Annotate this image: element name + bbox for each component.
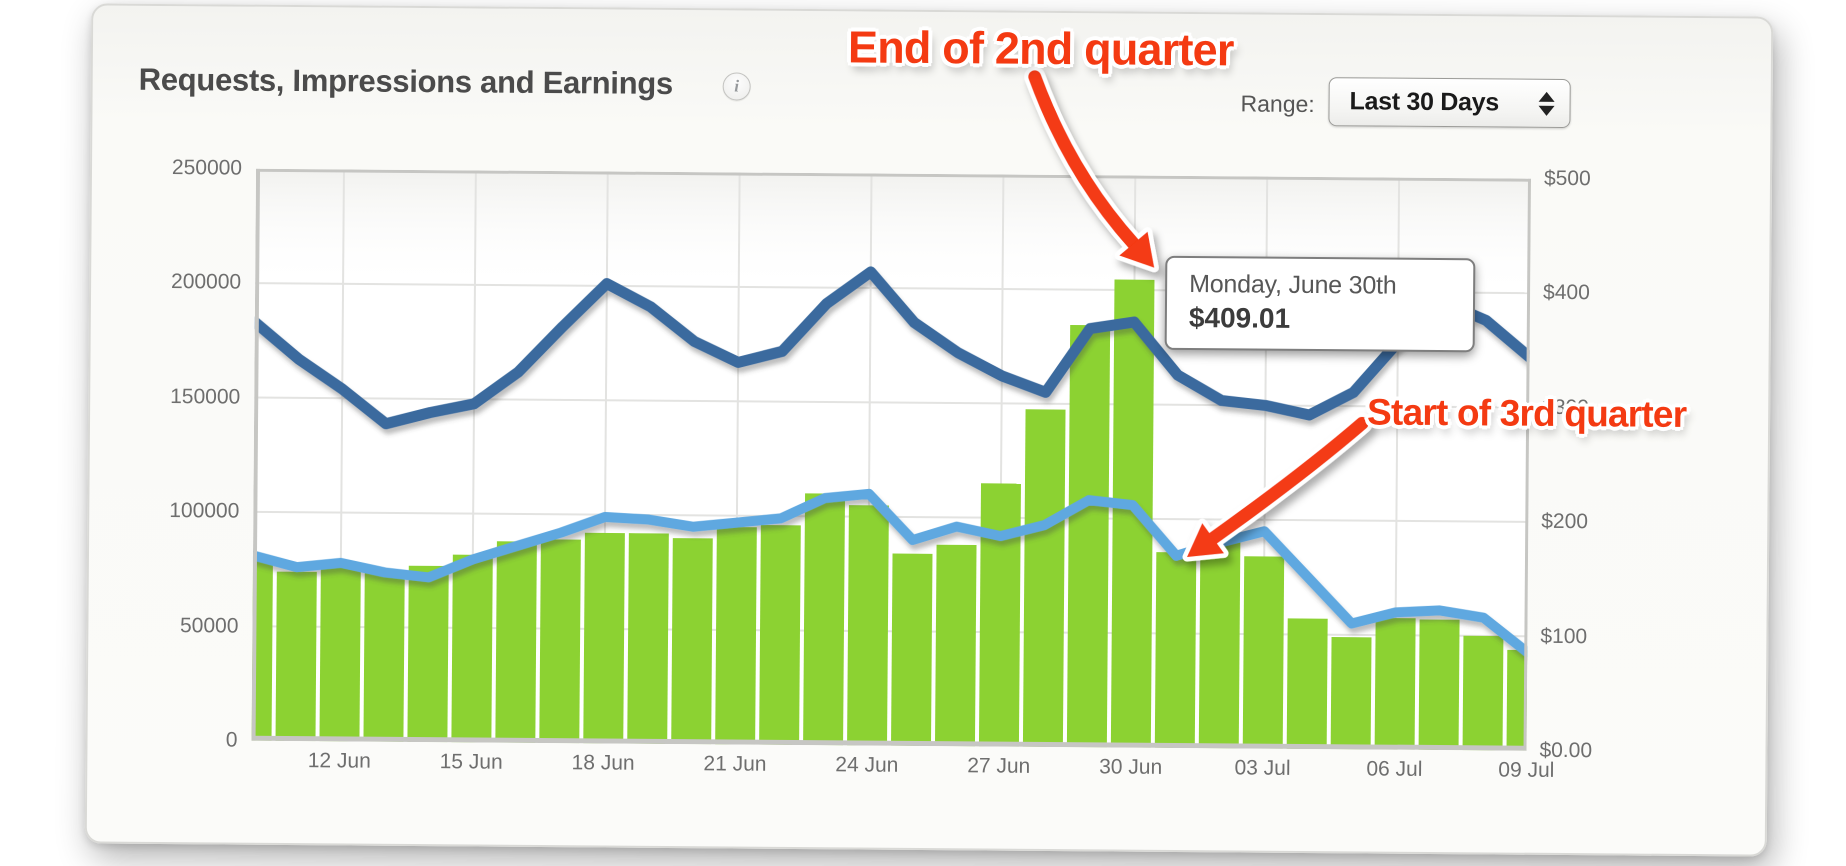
bar-11-jun[interactable] xyxy=(275,571,317,742)
bar-03-jul[interactable] xyxy=(1242,556,1285,749)
page-title: Requests, Impressions and Earnings xyxy=(138,61,674,101)
right-axis-tick: $400 xyxy=(1543,281,1590,305)
bar-16-jun[interactable] xyxy=(495,541,537,743)
x-axis-tick: 18 Jun xyxy=(571,751,635,775)
axis-labels: 250000 200000 150000 100000 50000 0 $500 $400 $3… xyxy=(93,5,1771,782)
select-stepper-icon xyxy=(1531,91,1561,116)
plot-border-right xyxy=(1523,178,1531,751)
bar-09-jul[interactable] xyxy=(1506,649,1531,751)
x-axis-tick: 09 Jul xyxy=(1498,758,1555,782)
left-axis-tick: 0 xyxy=(225,728,238,752)
x-axis-tick: 21 Jun xyxy=(703,752,767,776)
bar-13-jun[interactable] xyxy=(363,572,405,742)
range-select[interactable]: Last 30 Days xyxy=(1328,77,1571,129)
bar-05-jul[interactable] xyxy=(1330,637,1372,750)
left-axis-tick: 50000 xyxy=(179,613,239,638)
x-axis-tick: 06 Jul xyxy=(1366,757,1423,781)
tooltip-value: $409.01 xyxy=(1188,302,1291,334)
bar-19-jun[interactable] xyxy=(627,533,669,744)
bar-06-jul[interactable] xyxy=(1374,617,1416,750)
bar-12-jun[interactable] xyxy=(319,567,361,742)
annotation-end-q2: End of 2nd quarter xyxy=(847,21,1234,76)
bar-29-jun[interactable] xyxy=(1066,324,1111,748)
annotation-start-q3: Start of 3rd quarter xyxy=(1366,391,1687,435)
bar-22-jun[interactable] xyxy=(759,525,801,745)
requests-line[interactable] xyxy=(251,266,1531,433)
bar-15-jun[interactable] xyxy=(451,554,493,743)
bar-18-jun[interactable] xyxy=(583,532,625,744)
bar-28-jun[interactable] xyxy=(1022,409,1066,748)
left-axis-tick: 200000 xyxy=(170,270,242,294)
bar-24-jun[interactable] xyxy=(847,505,889,746)
plot-border-top xyxy=(256,168,1531,182)
left-axis-tick: 250000 xyxy=(171,156,243,180)
dashboard-card: Requests, Impressions and Earnings i Ran… xyxy=(84,3,1774,857)
bar-21-jun[interactable] xyxy=(715,526,757,745)
x-axis-tick: 30 Jun xyxy=(1099,755,1163,779)
right-axis-tick: $500 xyxy=(1543,166,1591,191)
right-axis-tick: $200 xyxy=(1541,509,1589,534)
bar-25-jun[interactable] xyxy=(891,553,933,747)
plot-border-bottom xyxy=(251,735,1527,751)
x-axis-tick: 12 Jun xyxy=(307,749,371,773)
bar-08-jul[interactable] xyxy=(1462,635,1504,751)
tooltip-date: Monday, June 30th xyxy=(1189,270,1397,300)
range-label: Range: xyxy=(1240,90,1315,118)
x-axis-tick: 27 Jun xyxy=(967,754,1031,778)
chart-tooltip: Monday, June 30th $409.01 xyxy=(1164,255,1476,353)
left-axis-tick: 100000 xyxy=(169,499,240,523)
bar-02-jul[interactable] xyxy=(1198,536,1241,749)
bar-23-jun[interactable] xyxy=(803,493,846,746)
bar-04-jul[interactable] xyxy=(1286,618,1328,750)
bar-20-jun[interactable] xyxy=(671,538,713,745)
range-select-value: Last 30 Days xyxy=(1349,87,1499,117)
bar-26-jun[interactable] xyxy=(934,544,977,747)
x-axis-tick: 03 Jul xyxy=(1234,756,1291,780)
x-axis-tick: 15 Jun xyxy=(439,750,503,774)
left-axis-tick: 150000 xyxy=(170,384,241,409)
info-icon[interactable]: i xyxy=(722,72,751,101)
bar-01-jul[interactable] xyxy=(1154,552,1197,749)
chart-plot[interactable] xyxy=(251,168,1531,751)
right-axis-tick: $100 xyxy=(1540,624,1588,648)
bar-30-jun[interactable] xyxy=(1110,279,1155,748)
bar-14-jun[interactable] xyxy=(407,565,449,743)
plot-border-left xyxy=(251,168,261,741)
bar-17-jun[interactable] xyxy=(539,539,581,744)
bar-07-jul[interactable] xyxy=(1418,619,1460,751)
impressions-line[interactable] xyxy=(251,488,1531,658)
bar-27-jun[interactable] xyxy=(978,483,1021,747)
x-axis-tick: 24 Jun xyxy=(835,753,899,777)
